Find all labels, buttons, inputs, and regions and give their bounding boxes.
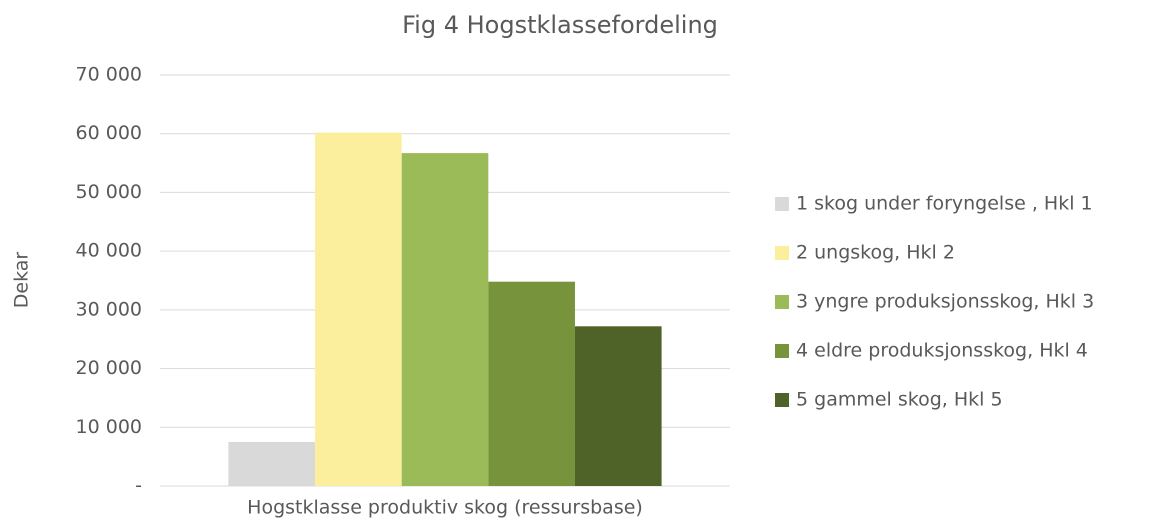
bar (401, 153, 489, 486)
bar (228, 441, 316, 486)
legend-label: 4 eldre produksjonsskog, Hkl 4 (796, 340, 1088, 362)
legend-label: 5 gammel skog, Hkl 5 (796, 389, 1003, 411)
y-tick-label: 70 000 (76, 64, 142, 86)
legend-swatch (775, 246, 789, 260)
x-tick-label: Hogstklasse produktiv skog (ressursbase) (247, 497, 643, 519)
bar (574, 326, 662, 486)
legend-swatch (775, 393, 789, 407)
legend-swatch (775, 197, 789, 211)
y-tick-label: - (135, 475, 142, 497)
bar (315, 132, 402, 487)
legend-swatch (775, 295, 789, 309)
legend-label: 1 skog under foryngelse , Hkl 1 (796, 193, 1093, 215)
y-tick-label: 60 000 (76, 122, 142, 144)
legend-swatch (775, 344, 789, 358)
legend-label: 3 yngre produksjonsskog, Hkl 3 (796, 291, 1094, 313)
bar (488, 281, 575, 486)
legend-label: 2 ungskog, Hkl 2 (796, 242, 955, 264)
chart-title: Fig 4 Hogstklassefordeling (402, 11, 718, 39)
y-tick-label: 50 000 (76, 181, 142, 203)
y-tick-label: 30 000 (76, 298, 142, 320)
y-tick-label: 40 000 (76, 240, 142, 262)
y-tick-label: 10 000 (76, 416, 142, 438)
y-axis-label: Dekar (11, 252, 33, 309)
y-tick-label: 20 000 (76, 357, 142, 379)
